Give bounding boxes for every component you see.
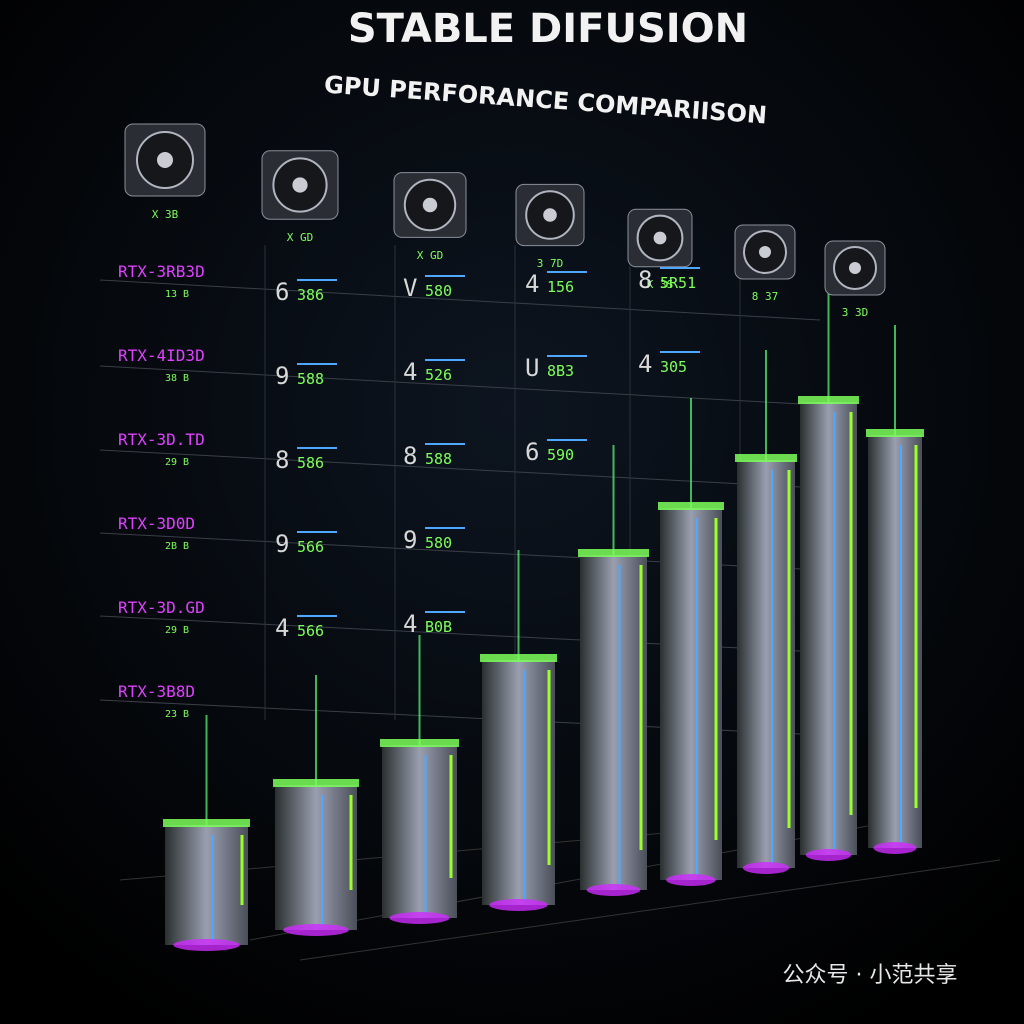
cell-digit: 4 [638,350,652,378]
row-label: RTX-3D0D [118,514,195,533]
bar-top [380,739,459,747]
cell-digit: V [403,274,417,302]
cell-digit: 4 [403,610,417,638]
gpu-fan-hub [849,262,861,274]
cell-digit: 4 [525,270,539,298]
row-sublabel: 29 B [165,625,189,636]
cell-digit: 6 [275,278,289,306]
cell-digit: 8 [275,446,289,474]
cell-digit: 6 [525,438,539,466]
bar-base-glow [173,939,240,951]
cell-value: 386 [297,286,324,304]
cell-digit: 9 [403,526,417,554]
cell-value: 5R51 [660,274,696,292]
cell-digit: 8 [638,266,652,294]
bar-body [800,402,857,855]
title: STABLE DIFUSION [348,6,748,52]
gpu-fan-hub [157,152,173,168]
cell-value: 8B3 [547,362,574,380]
cell-value: 156 [547,278,574,296]
bar-base-glow [283,924,349,936]
row-label: RTX-3D.TD [118,430,205,449]
bar-top [866,429,924,437]
row-sublabel: 38 B [165,373,189,384]
cell-digit: U [525,354,539,382]
cell-value: 588 [425,450,452,468]
cell-digit: 9 [275,530,289,558]
cell-value: B0B [425,618,452,636]
bar-body [165,825,248,945]
cell-digit: 4 [403,358,417,386]
gpu-fan-hub [653,231,667,245]
bar-body [275,785,357,930]
bar-body [660,508,722,880]
gpu-fan-hub [543,208,557,222]
grid-line [99,365,821,406]
cell-digit: 8 [403,442,417,470]
row-sublabel: 29 B [165,457,189,468]
cell-value: 586 [297,454,324,472]
gpu-label: X 3B [152,208,179,221]
cell-value: 526 [425,366,452,384]
gpu-label: 3 3D [842,306,869,319]
content: X 3B X GD X GD 3 7D K 3S 8 37 3 3D RTX-3RB3D 13 … [118,123,924,951]
bar-top [658,502,724,510]
bar-body [482,660,555,905]
cell-value: 588 [297,370,324,388]
bar-body [737,460,795,868]
row-sublabel: 2B B [165,541,189,552]
gpu-fan-hub [292,177,308,193]
bar-base-glow [742,862,790,874]
bar-top [163,819,250,827]
cell-digit: 9 [275,362,289,390]
bar-top [735,454,797,462]
cell-value: 580 [425,534,452,552]
row-label: RTX-3D.GD [118,598,205,617]
cell-value: 566 [297,622,324,640]
gpu-label: X GD [417,249,444,262]
bar-base-glow [805,849,852,861]
gpu-label: X GD [287,231,314,244]
bar-base-glow [666,874,716,886]
bar-base-glow [489,899,548,911]
watermark: 公众号 · 小范共享 [783,963,958,988]
bar-top [578,549,649,557]
row-label: RTX-3RB3D [118,262,205,281]
bar-body [580,555,647,890]
bar-top [798,396,859,404]
bar-body [382,745,457,918]
row-label: RTX-4ID3D [118,346,205,365]
cell-value: 566 [297,538,324,556]
cell-value: 305 [660,358,687,376]
cell-value: 590 [547,446,574,464]
bar-base-glow [586,884,641,896]
row-sublabel: 13 B [165,289,189,300]
floor-line [299,859,1001,961]
row-sublabel: 23 B [165,709,189,720]
bar-body [868,435,922,848]
bar-top [480,654,557,662]
gpu-fan-hub [422,197,438,213]
bar-base-glow [389,912,450,924]
grid-line [99,279,821,321]
row-label: RTX-3B8D [118,682,195,701]
gpu-label: 8 37 [752,290,779,303]
gpu-fan-hub [759,246,771,258]
gpu-label: 3 7D [537,257,564,270]
grid-line [99,449,821,489]
gpu-label: K 3S [647,278,674,291]
bar-top [273,779,359,787]
cell-value: 580 [425,282,452,300]
bar-base-glow [873,842,917,854]
cell-digit: 4 [275,614,289,642]
